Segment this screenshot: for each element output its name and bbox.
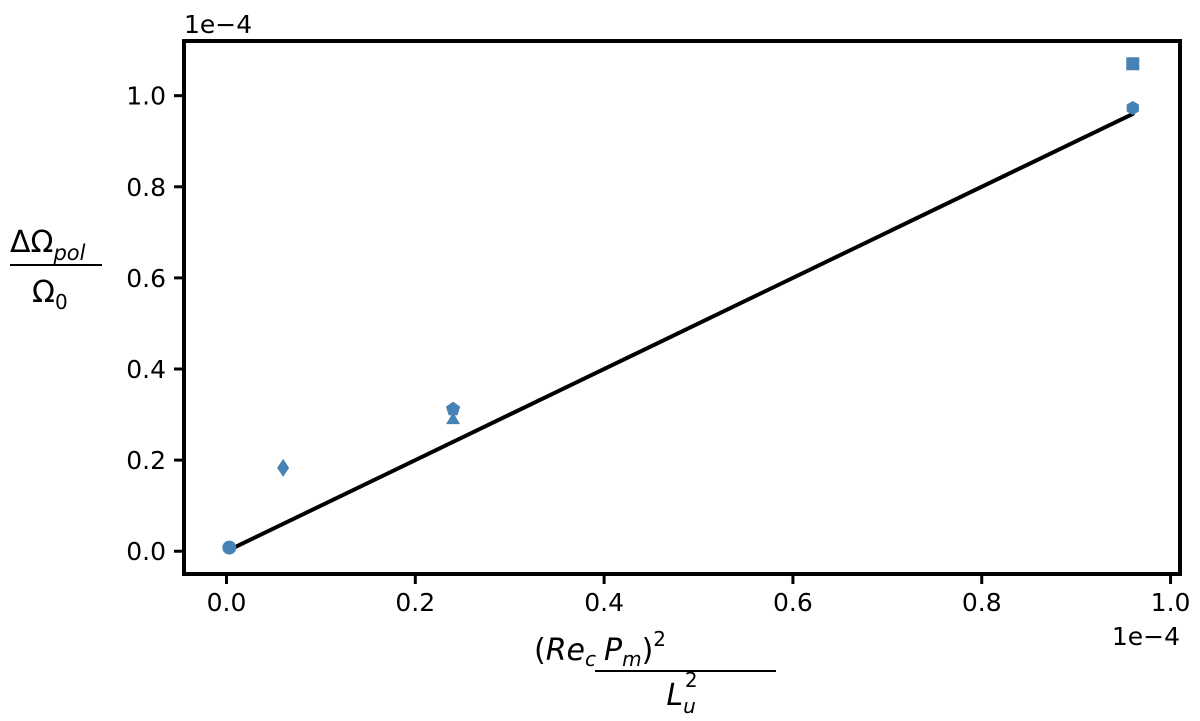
x-tick-label: 0.6 [773, 588, 813, 617]
y-tick-label: 0.0 [126, 537, 166, 566]
y-tick-label: 0.6 [126, 264, 166, 293]
data-point-circle [222, 540, 237, 555]
x-tick-label: 0.0 [207, 588, 247, 617]
y-tick-label: 1.0 [126, 82, 166, 111]
x-tick-label: 1.0 [1151, 588, 1191, 617]
y-label-denominator: Ω0 [32, 275, 68, 314]
x-tick-label: 0.4 [584, 588, 624, 617]
plot-frame [182, 39, 1182, 576]
x-axis-multiplier: 1e−4 [1112, 622, 1180, 651]
data-point-diamond [277, 458, 290, 477]
data-point-hexagon [1126, 101, 1139, 115]
y-axis-multiplier: 1e−4 [184, 10, 252, 39]
y-axis-label: ΔΩpol Ω0 [10, 225, 102, 314]
y-tick-label: 0.4 [126, 355, 166, 384]
fit-line [233, 111, 1135, 549]
data-point-pentagon [445, 401, 461, 416]
data-point-square [1126, 57, 1140, 71]
data-point-triangle [446, 412, 460, 425]
x-label-numerator: (Rec Pm)2 [534, 627, 666, 671]
x-tick-label: 0.2 [395, 588, 435, 617]
y-label-numerator: ΔΩpol [10, 225, 86, 265]
y-tick-label: 0.2 [126, 446, 166, 475]
y-tick-label: 0.8 [126, 173, 166, 202]
x-label-denominator: Lu2 [666, 668, 697, 718]
plot-marks [222, 57, 1140, 555]
x-axis-label: (Rec Pm)2 Lu2 [534, 627, 776, 718]
x-tick-label: 0.8 [962, 588, 1002, 617]
